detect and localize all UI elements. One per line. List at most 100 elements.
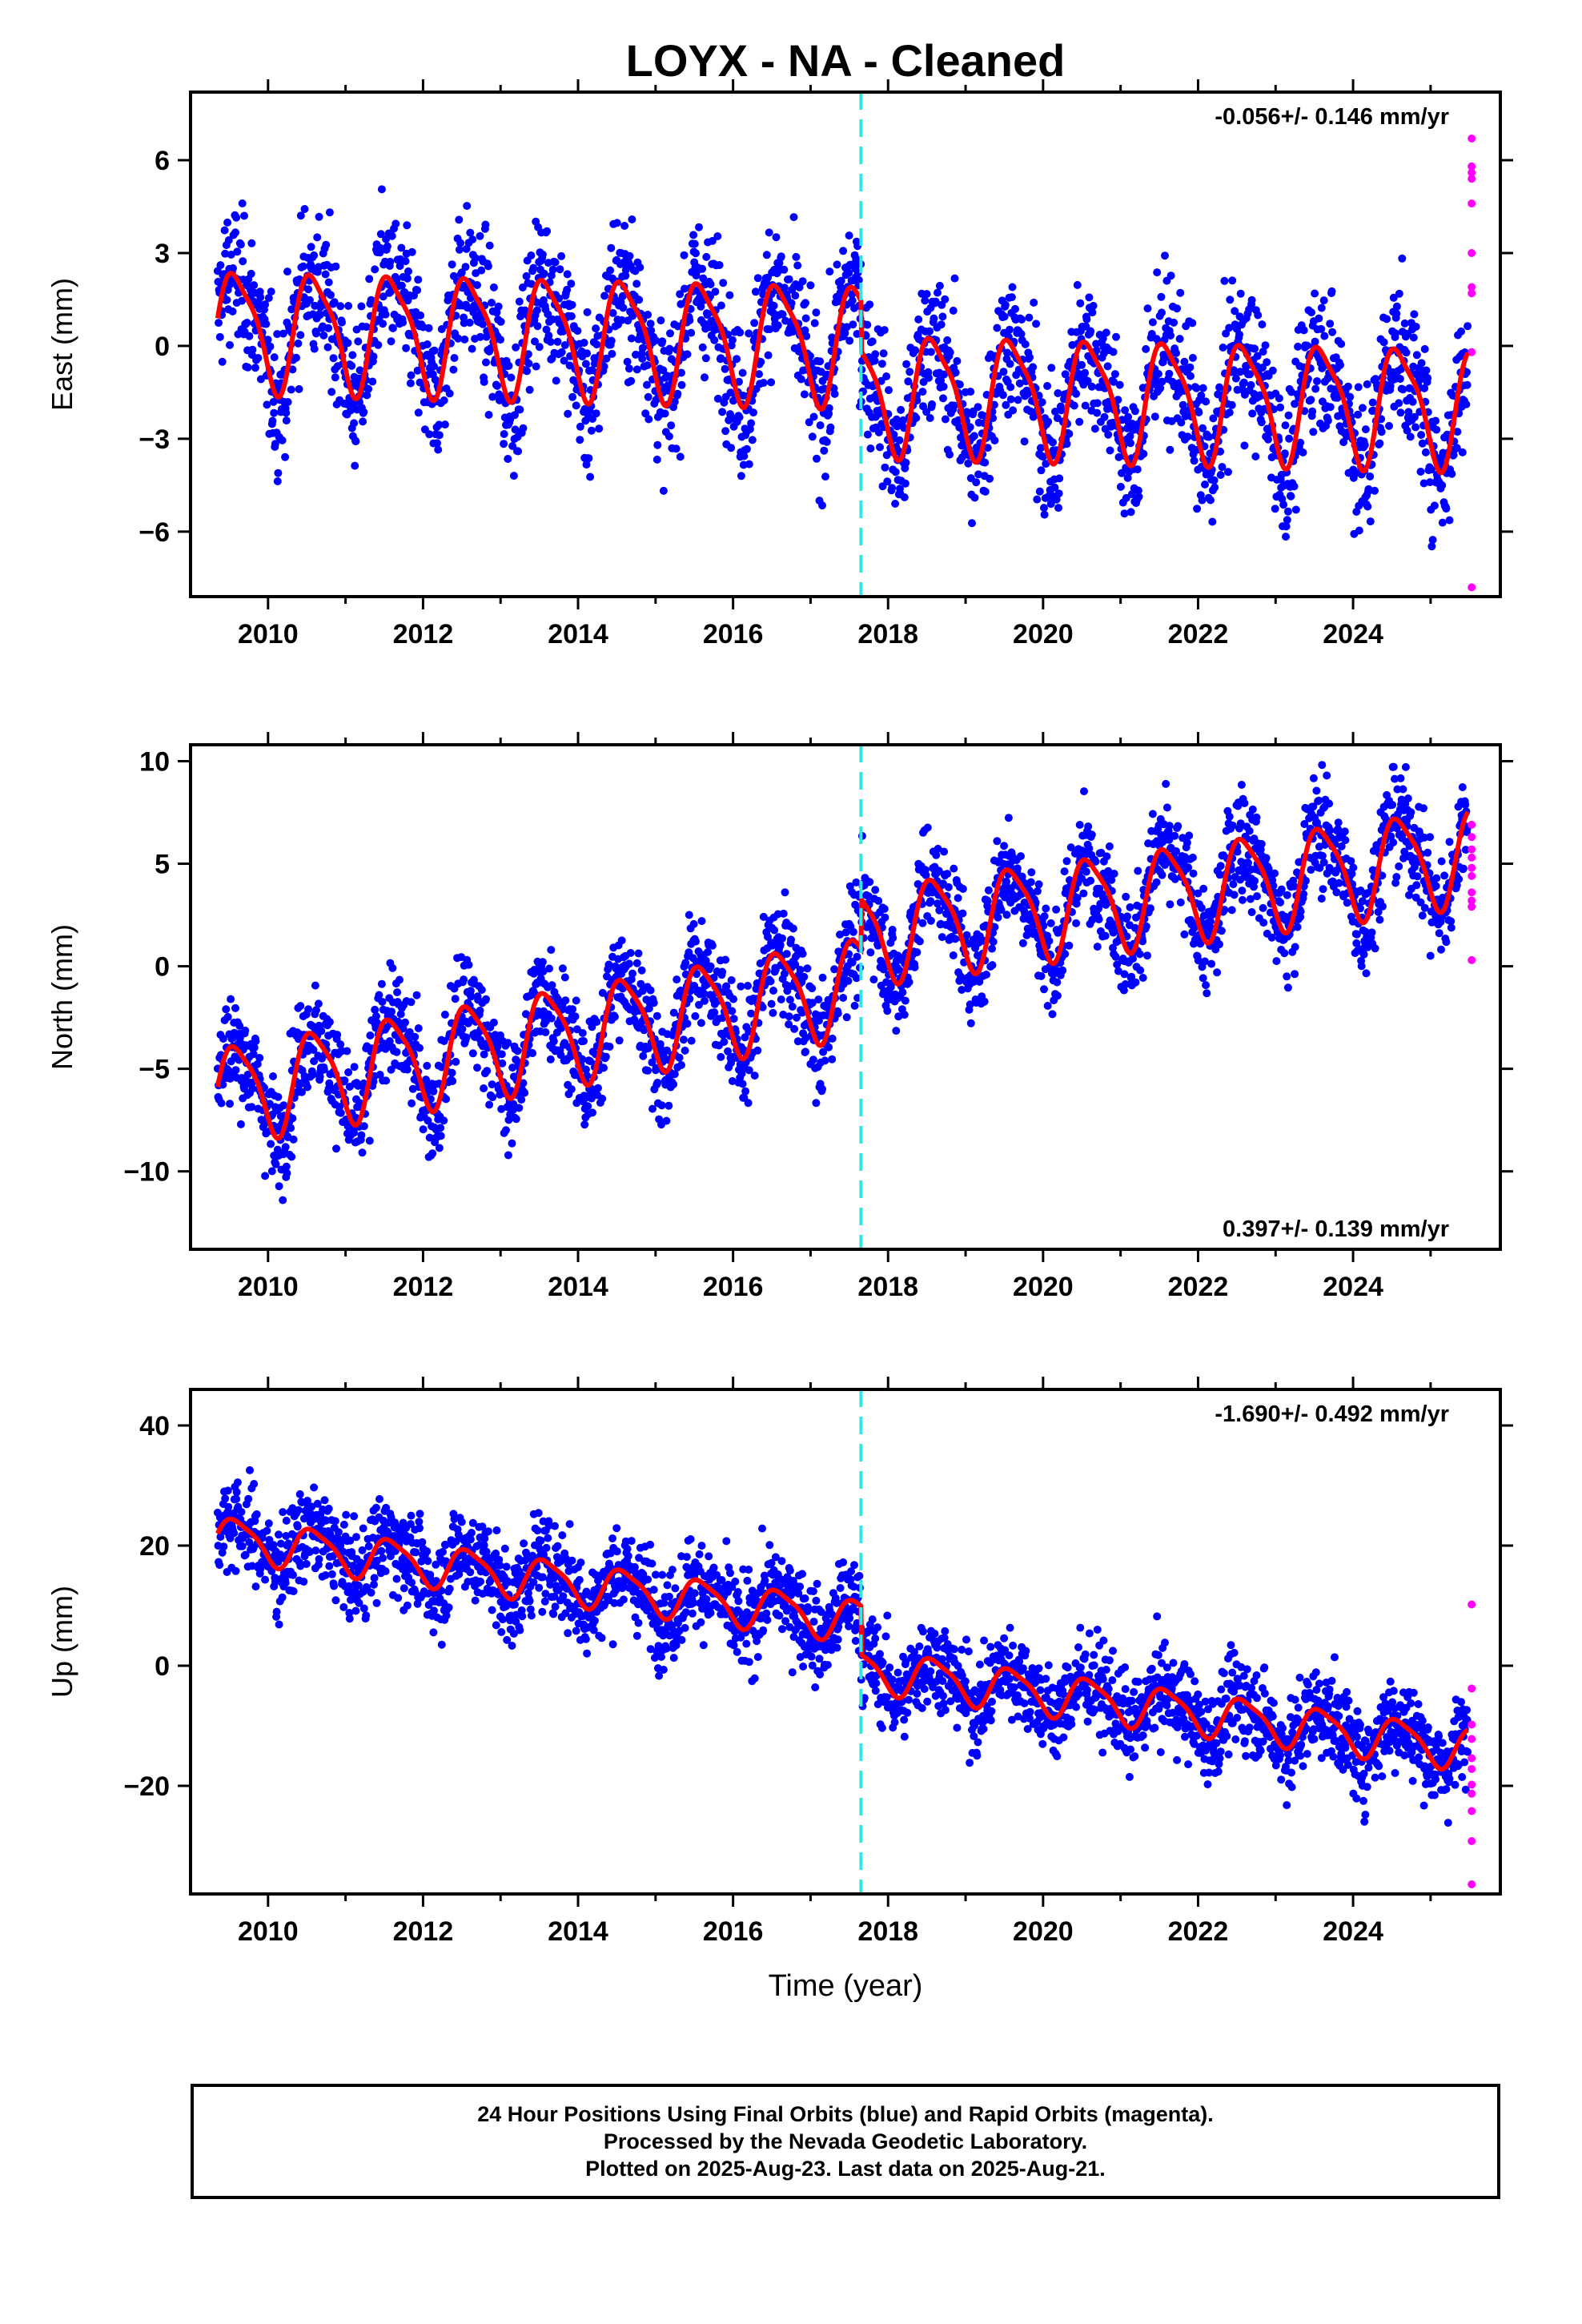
data-point: [1368, 398, 1377, 407]
data-point: [223, 296, 231, 304]
data-point: [1000, 842, 1009, 850]
data-point: [264, 294, 273, 303]
data-point: [489, 1018, 498, 1027]
data-point: [261, 1172, 270, 1180]
data-point: [451, 995, 460, 1003]
data-point: [299, 262, 307, 271]
data-point: [524, 350, 532, 359]
data-point: [1166, 271, 1175, 280]
data-point: [243, 319, 251, 327]
data-point: [283, 398, 292, 406]
data-point: [825, 404, 833, 412]
data-point: [1142, 344, 1150, 353]
data-point: [1237, 781, 1246, 789]
data-point: [1271, 505, 1279, 513]
data-point: [1003, 348, 1012, 357]
data-point: [502, 1126, 510, 1135]
data-point: [984, 886, 993, 895]
data-point: [848, 296, 857, 305]
data-point: [627, 376, 636, 385]
data-point: [449, 365, 458, 374]
data-point: [1134, 493, 1143, 501]
data-point: [735, 413, 744, 421]
data-point: [946, 450, 954, 459]
data-point: [255, 1054, 264, 1062]
data-point: [962, 408, 971, 416]
data-point: [319, 1065, 328, 1074]
data-point: [1176, 288, 1185, 297]
data-point: [1123, 912, 1131, 921]
data-point: [653, 1079, 662, 1087]
data-point: [1198, 496, 1207, 505]
data-point: [516, 405, 524, 414]
data-point: [718, 967, 727, 976]
x-tick-label: 2022: [1168, 619, 1229, 649]
data-point: [1081, 401, 1090, 410]
data-point: [1427, 542, 1436, 551]
data-point: [357, 302, 366, 311]
data-point: [564, 409, 572, 418]
data-point: [904, 377, 913, 386]
data-point: [1209, 414, 1218, 423]
data-point: [1114, 396, 1122, 404]
data-point: [615, 1036, 624, 1045]
data-point: [1073, 280, 1082, 289]
data-point: [905, 368, 914, 376]
data-point: [635, 296, 644, 304]
data-point: [423, 1061, 432, 1070]
data-point: [653, 440, 662, 449]
data-point: [368, 377, 377, 386]
data-point: [841, 328, 849, 337]
data-point: [1326, 403, 1335, 412]
data-point: [296, 211, 305, 220]
data-point: [468, 235, 477, 243]
data-point: [1363, 502, 1372, 511]
data-point: [543, 227, 552, 235]
data-point: [601, 1052, 610, 1061]
data-point: [844, 976, 853, 985]
data-point: [226, 1100, 234, 1108]
data-point: [448, 1068, 456, 1077]
data-point: [1248, 409, 1257, 418]
data-point: [1396, 408, 1405, 417]
data-point: [711, 287, 720, 296]
data-point: [330, 298, 339, 307]
data-point: [644, 1066, 652, 1075]
data-point: [755, 370, 763, 379]
data-point: [625, 251, 634, 260]
data-point: [413, 366, 422, 375]
data-point: [610, 1012, 619, 1021]
data-point: [1085, 293, 1094, 302]
data-point: [1417, 359, 1426, 368]
final-orbit-points: [213, 761, 1472, 1204]
data-point: [1264, 435, 1272, 444]
data-point: [1048, 1010, 1057, 1019]
data-point: [785, 995, 794, 1004]
data-point: [1239, 895, 1247, 904]
data-point: [1211, 483, 1219, 492]
data-point: [582, 460, 591, 469]
data-point: [797, 375, 805, 384]
data-point: [912, 413, 921, 422]
data-point: [675, 1053, 684, 1062]
data-point: [462, 1033, 471, 1042]
data-point: [500, 440, 508, 448]
data-point: [1216, 862, 1225, 870]
data-point: [620, 222, 629, 230]
data-point: [706, 280, 715, 288]
data-point: [388, 963, 397, 972]
data-point: [958, 885, 967, 893]
data-point: [1090, 424, 1099, 433]
data-point: [1186, 372, 1195, 380]
data-point: [646, 320, 655, 328]
data-point: [895, 436, 904, 444]
data-point: [769, 301, 778, 310]
data-point: [1049, 438, 1057, 447]
data-point: [580, 339, 588, 347]
data-point: [588, 1108, 596, 1117]
data-point: [538, 958, 547, 967]
data-point: [271, 1160, 280, 1168]
rapid-point: [1468, 583, 1476, 592]
data-point: [902, 360, 911, 368]
data-point: [223, 1012, 232, 1021]
